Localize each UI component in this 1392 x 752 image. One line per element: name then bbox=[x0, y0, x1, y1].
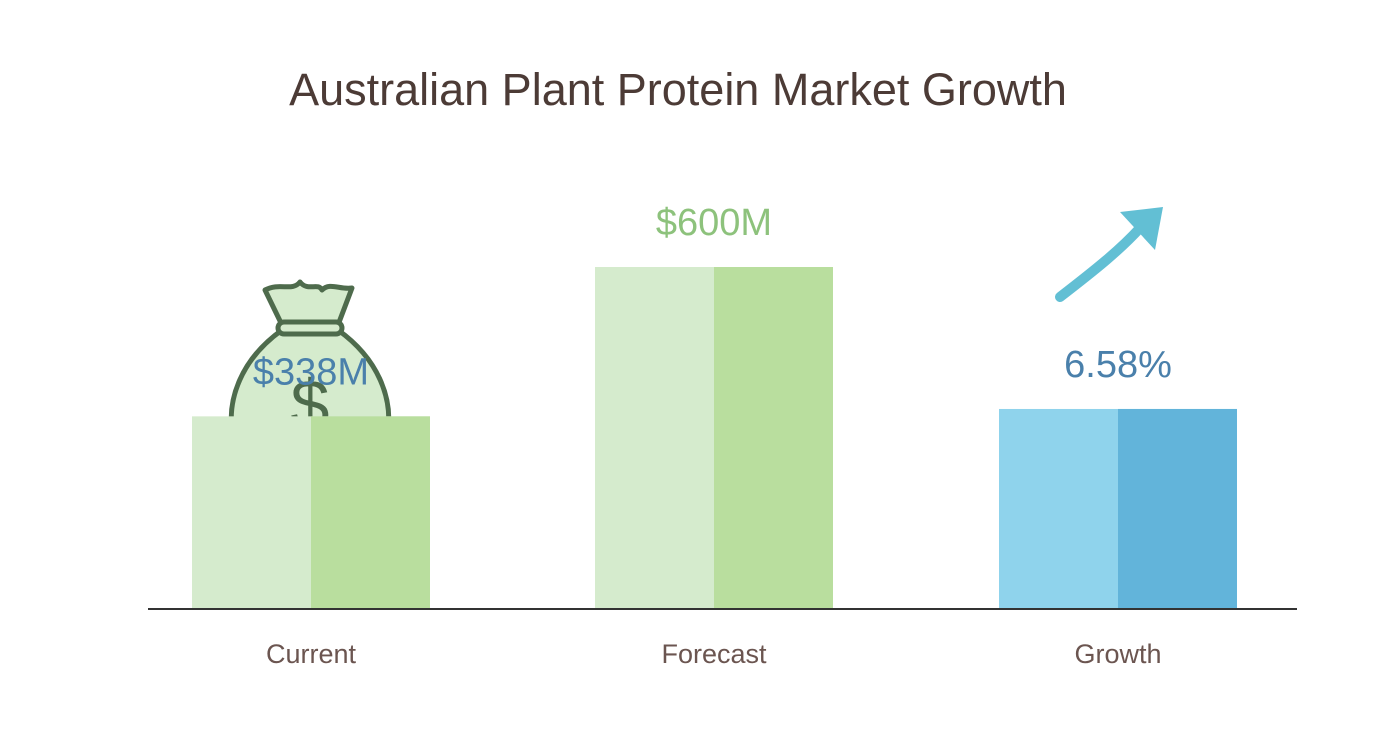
x-tick-label: Forecast bbox=[661, 639, 767, 669]
chart-title: Australian Plant Protein Market Growth bbox=[289, 64, 1067, 115]
value-label: $338M bbox=[253, 351, 369, 393]
bar-shade bbox=[1118, 408, 1237, 609]
growth-arrow bbox=[1055, 207, 1163, 302]
value-label: $600M bbox=[656, 202, 772, 244]
value-label: 6.58% bbox=[1064, 344, 1172, 386]
bar-shade bbox=[311, 416, 430, 609]
x-tick-label: Growth bbox=[1074, 639, 1161, 669]
x-tick-label: Current bbox=[266, 639, 357, 669]
bar-shade bbox=[714, 267, 833, 609]
